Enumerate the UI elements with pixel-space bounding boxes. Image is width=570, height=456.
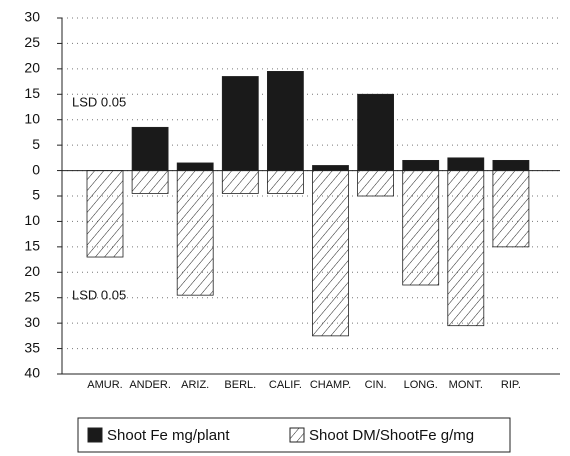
y-tick-label: 5 bbox=[32, 136, 40, 152]
annotation: LSD 0.05 bbox=[72, 287, 126, 302]
y-tick-label: 40 bbox=[24, 365, 40, 381]
y-tick-label: 0 bbox=[32, 161, 40, 177]
y-tick-label: 25 bbox=[24, 34, 40, 50]
legend-label: Shoot Fe mg/plant bbox=[107, 427, 230, 444]
legend-swatch bbox=[289, 427, 305, 443]
bar bbox=[492, 159, 530, 171]
y-tick-label: 15 bbox=[24, 238, 40, 254]
x-tick-label: CHAMP. bbox=[310, 379, 351, 391]
bar bbox=[176, 170, 214, 296]
bar bbox=[266, 71, 304, 171]
bar bbox=[131, 126, 169, 171]
bar bbox=[357, 93, 395, 171]
x-tick-label: AMUR. bbox=[87, 379, 122, 391]
bar bbox=[221, 170, 259, 194]
bar bbox=[402, 159, 440, 171]
x-tick-label: ARIZ. bbox=[181, 379, 209, 391]
legend-swatch bbox=[87, 427, 103, 443]
y-tick-label: 25 bbox=[24, 288, 40, 304]
x-tick-label: ANDER. bbox=[129, 379, 171, 391]
y-tick-label: 10 bbox=[24, 212, 40, 228]
bar bbox=[312, 170, 349, 337]
y-tick-label: 35 bbox=[24, 339, 40, 355]
bar bbox=[447, 157, 485, 171]
y-tick-label: 5 bbox=[32, 187, 40, 203]
x-tick-label: MONT. bbox=[449, 379, 483, 391]
y-tick-label: 10 bbox=[24, 110, 40, 126]
x-tick-label: LONG. bbox=[404, 379, 438, 391]
y-tick-label: 20 bbox=[24, 263, 40, 279]
annotation: LSD 0.05 bbox=[72, 94, 126, 109]
x-tick-label: CIN. bbox=[365, 379, 387, 391]
bar bbox=[131, 170, 169, 194]
x-tick-label: CALIF. bbox=[269, 379, 302, 391]
x-tick-label: RIP. bbox=[501, 379, 521, 391]
bar bbox=[312, 165, 349, 171]
bar bbox=[447, 170, 485, 327]
bar bbox=[492, 170, 530, 248]
legend-box bbox=[77, 417, 511, 453]
bar bbox=[86, 170, 124, 258]
bar bbox=[402, 170, 440, 286]
bar bbox=[357, 170, 395, 197]
x-tick-label: BERL. bbox=[224, 379, 256, 391]
y-tick-label: 30 bbox=[24, 314, 40, 330]
bar bbox=[176, 162, 214, 171]
y-tick-label: 30 bbox=[24, 9, 40, 25]
bar bbox=[266, 170, 304, 194]
y-tick-label: 20 bbox=[24, 60, 40, 76]
bar bbox=[221, 76, 259, 171]
y-tick-label: 15 bbox=[24, 85, 40, 101]
legend-label: Shoot DM/ShootFe g/mg bbox=[309, 427, 474, 444]
